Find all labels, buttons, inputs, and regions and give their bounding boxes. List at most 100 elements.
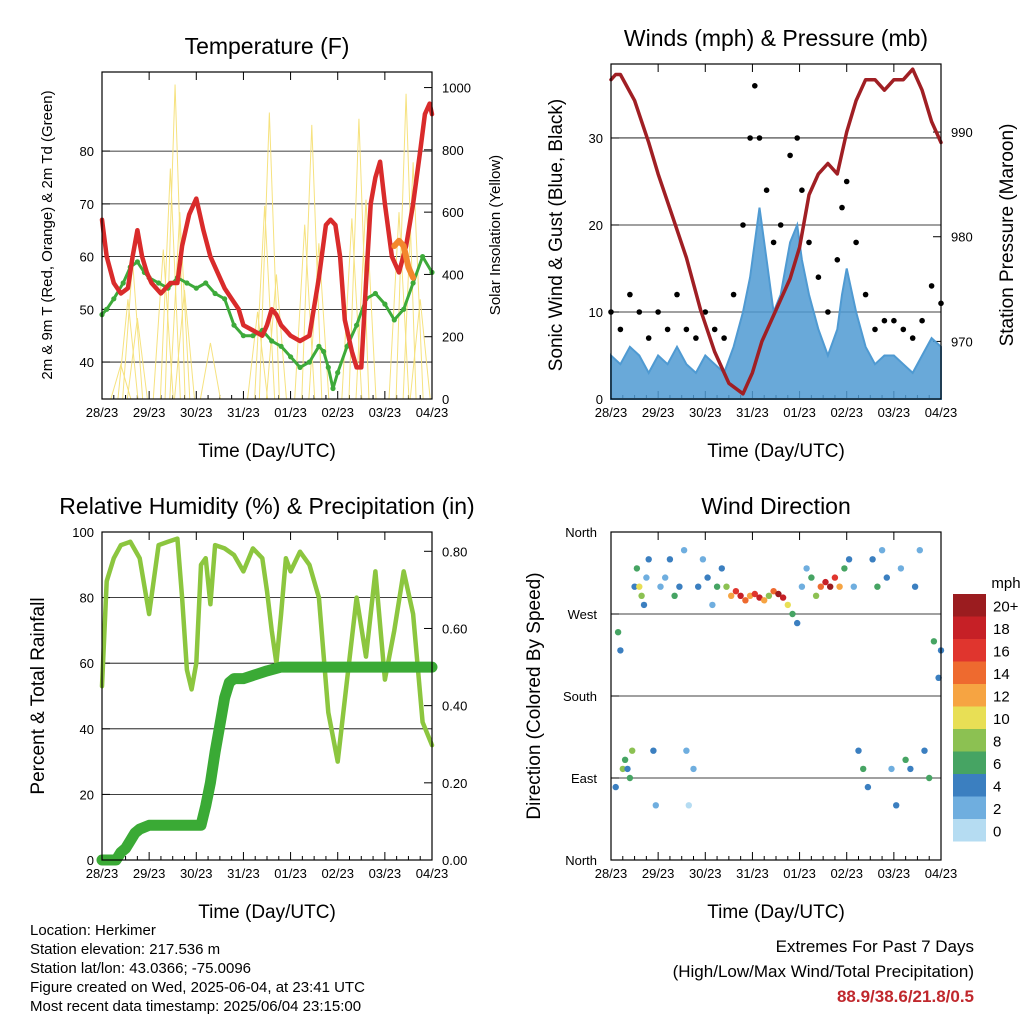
- x-tick-label: 03/23: [878, 866, 911, 881]
- wind-direction-point: [902, 756, 909, 763]
- temperature-y-tick-label: 40: [80, 355, 94, 370]
- x-tick-label: 28/23: [595, 405, 628, 420]
- wind-direction-point: [631, 583, 638, 590]
- humidity-y2-tick-label: 0.00: [442, 853, 467, 868]
- humidity-y-tick-label: 40: [80, 722, 94, 737]
- legend-label: 10: [993, 711, 1010, 728]
- wind-direction-point: [930, 638, 938, 645]
- temperature-2m-line: [99, 101, 435, 370]
- wind-direction-point: [756, 594, 763, 601]
- x-tick-label: 29/23: [642, 405, 675, 420]
- wind-direction-point: [704, 574, 711, 581]
- solar-insolation-spike: [409, 299, 431, 400]
- gust-point: [693, 335, 699, 341]
- direction-panel: Wind Direction Time (Day/UTC) 28/23 29/23 30…: [524, 493, 1021, 923]
- winds-y-tick-label: 30: [589, 131, 603, 146]
- winds-y-tick-label: 20: [589, 218, 603, 233]
- legend-label: 16: [993, 643, 1010, 660]
- temperature-y2-tick-label: 400: [442, 267, 464, 282]
- gust-point: [839, 204, 845, 211]
- winds-ylabel-right: Station Pressure (Maroon): [997, 124, 1018, 347]
- temperature-y-tick-label: 60: [80, 250, 94, 265]
- wind-direction-point: [619, 765, 626, 773]
- wind-direction-point: [911, 583, 919, 590]
- wind-direction-point: [685, 802, 692, 809]
- wind-direction-point: [612, 783, 619, 791]
- temperature-ylabel-left: 2m & 9m T (Red, Orange) & 2m Td (Green): [39, 90, 56, 379]
- gust-point: [794, 135, 800, 141]
- x-tick-label: 29/23: [133, 405, 166, 420]
- plot-border: [101, 531, 433, 861]
- extremes-title: Extremes For Past 7 Days: [775, 937, 974, 956]
- humidity-y-tick-label: 80: [80, 591, 94, 606]
- gust-point: [787, 152, 793, 159]
- wind-direction-point: [728, 592, 735, 599]
- wind-direction-point: [723, 583, 730, 590]
- x-tick-label: 28/23: [86, 405, 119, 420]
- solar-insolation-spike: [395, 93, 417, 400]
- solar-insolation-spike: [308, 243, 330, 400]
- x-tick-label: 31/23: [736, 866, 769, 881]
- temperature-y-tick-label: 80: [80, 144, 94, 159]
- legend-label: 12: [993, 688, 1010, 705]
- location-text: Location: Herkimer: [30, 922, 156, 939]
- direction-title: Wind Direction: [701, 493, 851, 519]
- wind-direction-point: [812, 592, 820, 599]
- temperature-y2-tick-label: 0: [442, 392, 449, 407]
- wind-direction-point: [645, 556, 652, 563]
- gust-point: [655, 309, 661, 315]
- legend-label: 20+: [993, 598, 1019, 615]
- direction-y-tick-label: East: [571, 771, 597, 786]
- wind-direction-point: [784, 601, 791, 609]
- direction-y-tick-label: South: [563, 689, 597, 704]
- gust-point: [674, 291, 680, 298]
- gust-point: [702, 309, 709, 315]
- gust-point: [843, 178, 850, 185]
- gust-point: [664, 326, 671, 333]
- wind-direction-point: [897, 565, 905, 572]
- extremes-values: 88.9/38.6/21.8/0.5: [836, 987, 974, 1006]
- x-tick-label: 02/23: [830, 866, 863, 881]
- x-tick-label: 29/23: [642, 866, 675, 881]
- humidity-ylabel-left: Percent & Total Rainfall: [28, 597, 49, 794]
- wind-direction-point: [827, 583, 834, 590]
- legend-title: mph: [991, 575, 1020, 592]
- wind-direction-point: [636, 583, 643, 590]
- x-tick-label: 30/23: [180, 405, 213, 420]
- wind-direction-point: [864, 783, 872, 791]
- x-tick-label: 02/23: [321, 405, 354, 420]
- legend-swatch: [953, 751, 986, 774]
- gust-point: [730, 291, 737, 298]
- gust-point: [853, 239, 859, 246]
- winds-y-tick-label: 0: [596, 392, 603, 407]
- winds-y2-tick-label: 990: [951, 125, 973, 140]
- gust-point: [806, 239, 812, 246]
- wind-direction-point: [831, 574, 839, 581]
- x-tick-label: 01/23: [783, 405, 816, 420]
- recent-timestamp-text: Most recent data timestamp: 2025/06/04 2…: [30, 998, 362, 1015]
- x-tick-label: 04/23: [416, 866, 449, 881]
- temperature-title: Temperature (F): [185, 33, 350, 59]
- winds-xlabel: Time (Day/UTC): [707, 441, 845, 462]
- humidity-y-tick-label: 20: [80, 787, 94, 802]
- wind-direction-point: [624, 765, 631, 773]
- legend-label: 8: [993, 733, 1001, 750]
- solar-insolation-spike: [117, 299, 139, 400]
- wind-direction-point: [761, 597, 768, 604]
- wind-direction-point: [869, 556, 876, 563]
- gust-point: [617, 326, 624, 333]
- gust-point: [825, 309, 831, 315]
- gust-point: [919, 317, 925, 324]
- solar-insolation-spike: [355, 199, 377, 400]
- wind-direction-point: [666, 556, 674, 563]
- solar-insolation-spike: [159, 168, 181, 400]
- solar-insolation-spike: [301, 124, 323, 400]
- gust-point: [740, 222, 746, 228]
- total-precipitation-line: [96, 661, 438, 866]
- solar-insolation-spike: [174, 289, 195, 400]
- x-tick-label: 02/23: [830, 405, 863, 420]
- extremes-box: Extremes For Past 7 Days (High/Low/Max W…: [673, 934, 974, 1009]
- gust-point: [711, 326, 718, 333]
- direction-y-tick-label: West: [568, 607, 598, 622]
- station-info: Location: Herkimer Station elevation: 21…: [30, 921, 365, 1016]
